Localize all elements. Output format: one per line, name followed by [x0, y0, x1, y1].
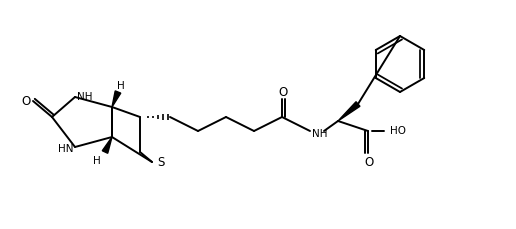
- Text: O: O: [278, 85, 287, 98]
- Text: NH: NH: [77, 92, 92, 101]
- Text: S: S: [157, 156, 165, 169]
- Text: NH: NH: [312, 128, 328, 138]
- Text: HN: HN: [57, 143, 73, 153]
- Polygon shape: [338, 102, 360, 121]
- Text: O: O: [364, 155, 374, 168]
- Polygon shape: [102, 137, 112, 154]
- Text: H: H: [117, 81, 125, 91]
- Text: O: O: [21, 95, 30, 108]
- Text: H: H: [93, 155, 101, 165]
- Text: HO: HO: [390, 125, 406, 135]
- Polygon shape: [112, 92, 121, 108]
